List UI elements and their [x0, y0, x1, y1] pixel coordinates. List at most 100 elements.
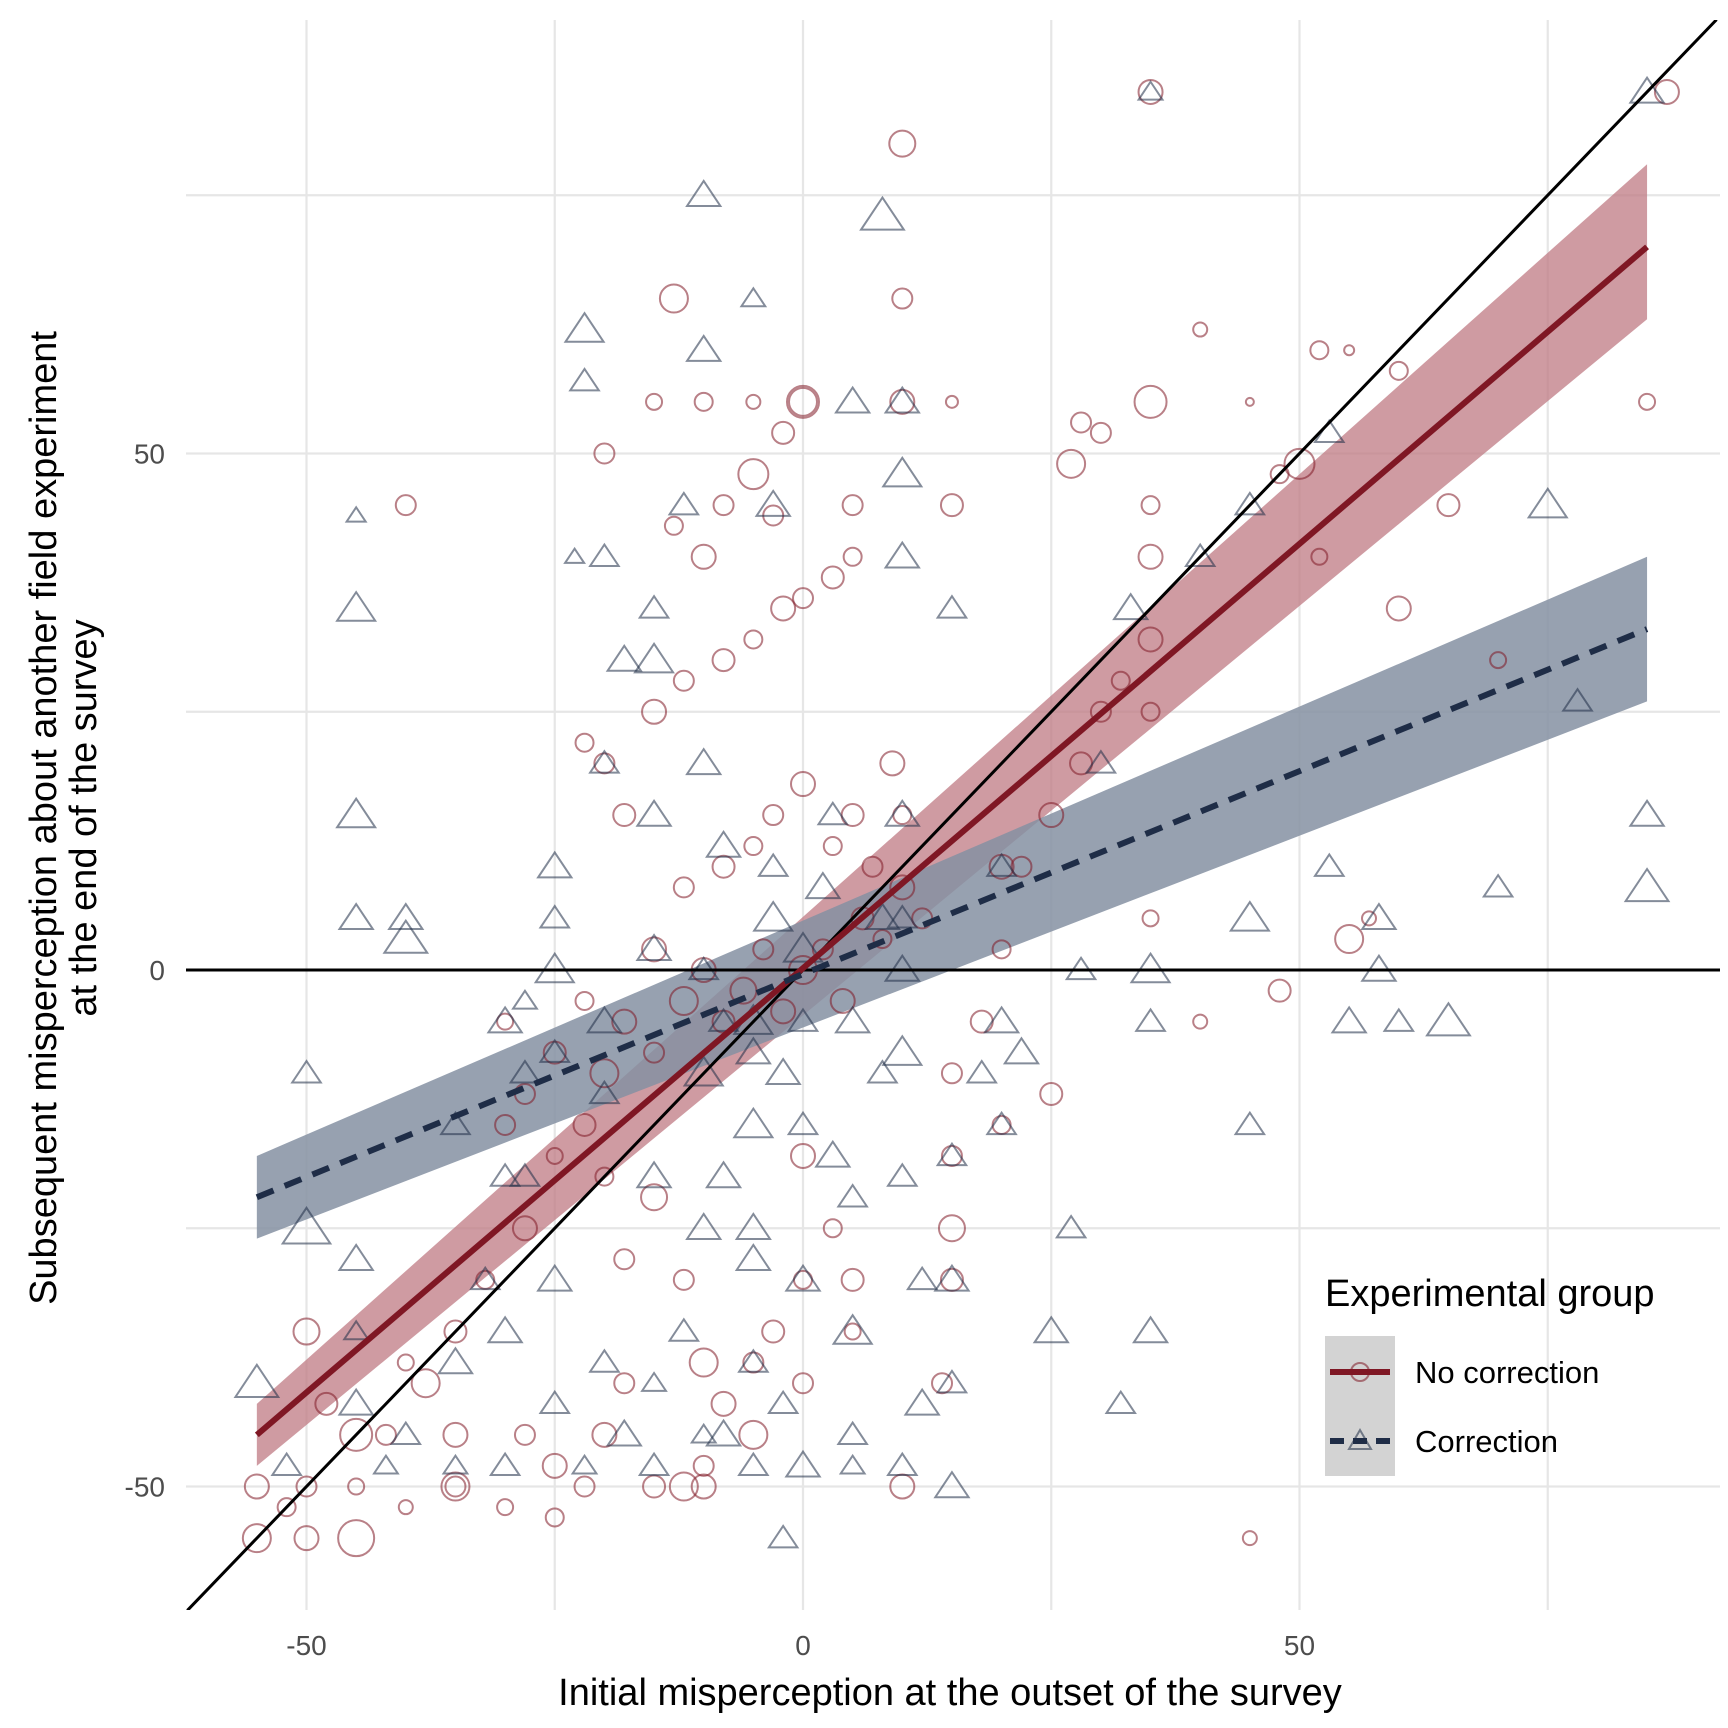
point-no-correction	[545, 1146, 564, 1165]
point-no-correction	[241, 1523, 272, 1554]
point-no-correction	[991, 1114, 1012, 1135]
x-tick-label: 50	[1284, 1630, 1315, 1661]
x-tick-label: -50	[286, 1630, 326, 1661]
point-no-correction	[940, 1062, 963, 1085]
point-no-correction	[612, 803, 637, 828]
point-correction	[933, 1263, 971, 1292]
point-correction	[836, 1420, 869, 1446]
point-correction	[782, 931, 824, 963]
point-no-correction	[1056, 448, 1087, 479]
point-no-correction	[643, 1041, 666, 1064]
point-no-correction	[969, 1009, 994, 1034]
point-correction	[965, 1059, 998, 1084]
point-no-correction	[593, 442, 616, 465]
point-correction	[883, 540, 921, 569]
point-no-correction	[690, 543, 717, 570]
point-no-correction	[771, 420, 796, 445]
point-correction	[508, 1162, 542, 1187]
point-correction	[536, 1263, 574, 1292]
point-no-correction	[692, 1454, 715, 1477]
point-no-correction	[574, 732, 595, 753]
point-no-correction	[712, 494, 735, 517]
point-no-correction	[394, 494, 417, 517]
point-no-correction	[544, 1507, 565, 1528]
fit-lines	[254, 244, 1649, 1438]
point-no-correction	[672, 1268, 695, 1291]
point-correction	[337, 1243, 375, 1271]
point-correction	[689, 1422, 718, 1444]
point-no-correction	[1137, 626, 1164, 653]
point-no-correction	[1489, 651, 1508, 670]
point-no-correction	[672, 669, 695, 692]
point-no-correction	[443, 1319, 468, 1344]
point-correction	[335, 796, 378, 829]
point-no-correction	[1039, 1081, 1064, 1106]
point-correction	[881, 456, 924, 488]
point-correction	[705, 1160, 743, 1189]
point-correction	[469, 1265, 502, 1291]
legend-key-correction	[1330, 1428, 1390, 1450]
point-no-correction	[1310, 547, 1329, 566]
legend-label-correction: Correction	[1415, 1424, 1558, 1459]
point-no-correction	[788, 386, 818, 417]
point-no-correction	[1267, 978, 1292, 1003]
point-no-correction	[690, 1473, 717, 1500]
point-no-correction	[496, 1012, 515, 1031]
point-no-correction	[572, 1112, 597, 1137]
point-correction	[886, 1451, 919, 1477]
point-no-correction	[939, 1267, 964, 1292]
point-correction	[705, 829, 743, 858]
point-no-correction	[1361, 910, 1378, 927]
point-no-correction	[1269, 464, 1290, 485]
point-no-correction	[738, 1419, 769, 1450]
point-no-correction	[770, 595, 797, 622]
point-correction	[637, 1451, 671, 1477]
point-correction	[834, 1005, 872, 1034]
point-correction	[667, 1317, 700, 1342]
point-correction	[766, 1389, 800, 1415]
point-correction	[511, 988, 539, 1010]
identity-reference-line	[186, 20, 1718, 1610]
point-correction	[344, 505, 368, 523]
point-no-correction	[574, 990, 595, 1011]
point-no-correction	[790, 771, 816, 798]
point-correction	[838, 1453, 867, 1475]
point-correction	[784, 1263, 822, 1292]
point-correction	[831, 1313, 874, 1345]
point-no-correction	[243, 1473, 270, 1500]
point-correction	[739, 286, 768, 308]
point-correction	[1360, 953, 1398, 982]
point-correction	[906, 1265, 939, 1291]
point-correction	[563, 311, 606, 343]
point-correction	[1032, 1315, 1070, 1344]
point-correction	[1064, 955, 1098, 981]
point-correction	[707, 1007, 740, 1032]
point-no-correction	[889, 874, 916, 901]
point-no-correction	[589, 1058, 620, 1089]
point-no-correction	[611, 1008, 638, 1035]
point-correction	[1233, 491, 1266, 516]
point-no-correction	[641, 936, 668, 963]
point-correction	[585, 1005, 623, 1034]
point-correction	[752, 900, 795, 932]
point-correction	[488, 1451, 522, 1477]
point-correction	[637, 594, 671, 619]
point-correction	[1526, 487, 1569, 519]
point-correction	[1360, 902, 1398, 931]
point-correction	[764, 1057, 802, 1086]
y-axis-title-line-2: at the end of the survey	[63, 619, 105, 1016]
point-no-correction	[829, 987, 856, 1014]
point-no-correction	[496, 1498, 515, 1517]
point-no-correction	[541, 1452, 568, 1479]
point-no-correction	[770, 998, 797, 1025]
point-correction	[881, 1034, 924, 1066]
point-correction	[536, 850, 574, 879]
point-no-correction	[293, 1525, 320, 1552]
point-correction	[1136, 79, 1165, 101]
point-no-correction	[991, 939, 1012, 960]
legend-key-background	[1325, 1336, 1395, 1476]
point-no-correction	[937, 1214, 966, 1243]
point-correction	[935, 594, 969, 619]
x-tick-label: 0	[795, 1630, 811, 1661]
point-no-correction	[347, 1477, 366, 1496]
